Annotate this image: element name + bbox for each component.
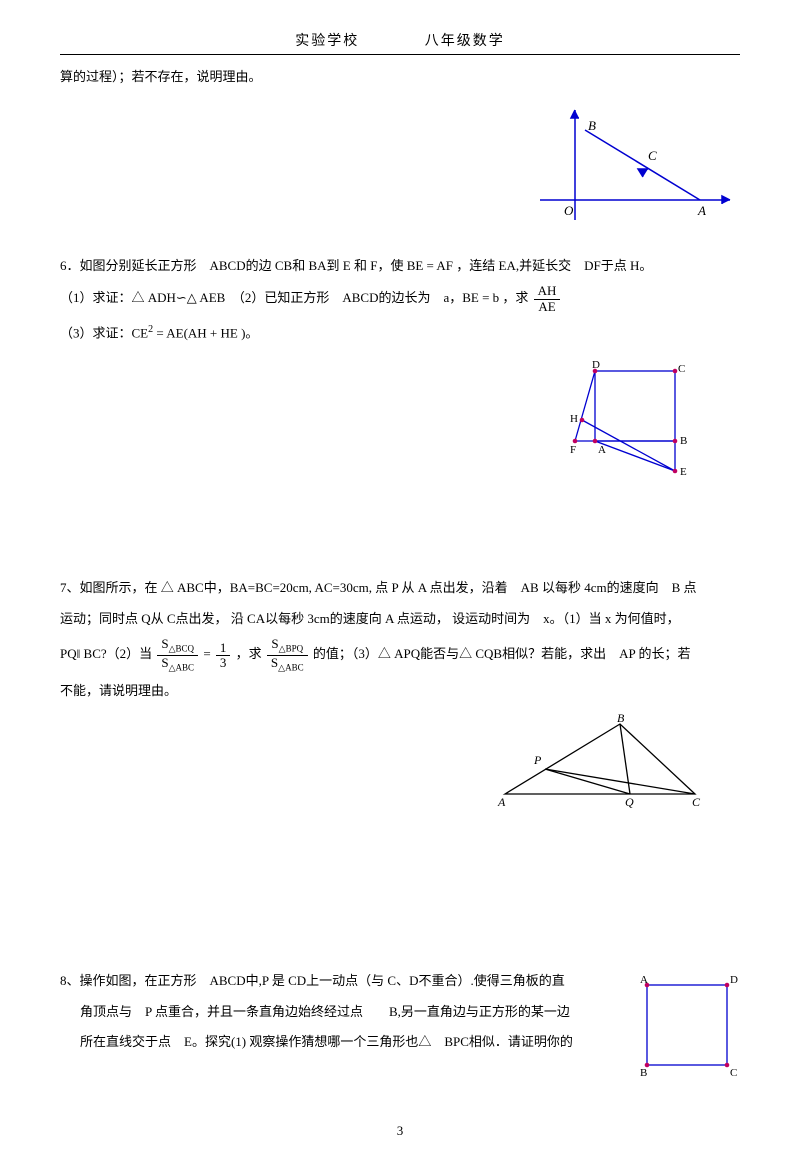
coords-triangle-icon: O A B C [530,100,740,230]
svg-text:Q: Q [625,795,634,809]
svg-text:C: C [692,795,701,809]
page-number: 3 [60,1123,740,1139]
problem-7: 7、如图所示，在 △ ABC中，BA=BC=20cm, AC=30cm, 点 P… [60,576,740,819]
school-name: 实验学校 [295,34,359,49]
svg-text:B: B [640,1067,647,1079]
svg-text:A: A [697,203,706,218]
p7-stem-a: 7、如图所示，在 △ ABC中，BA=BC=20cm, AC=30cm, 点 P… [60,576,740,601]
svg-text:A: A [640,974,648,986]
p7-part2d: 不能，请说明理由。 [60,679,740,704]
svg-text:D: D [592,359,600,371]
triangle-pq-icon: A B C P Q [490,714,710,809]
frac-sbpq: S△BPQ S△ABC [267,637,308,673]
svg-text:F: F [570,444,576,456]
frac-1-3: 1 3 [216,641,231,671]
figure-6: D C A B F E H [550,356,700,496]
page: 实验学校 八年级数学 算的过程）；若不存在，说明理由。 O A B C 6．如图… [60,0,740,1159]
page-header: 实验学校 八年级数学 [60,30,740,55]
svg-text:C: C [678,363,685,375]
svg-text:B: B [680,435,687,447]
grade-subject: 八年级数学 [425,34,505,49]
figure-5: O A B C [530,100,740,230]
svg-text:P: P [533,753,542,767]
svg-text:B: B [588,118,596,133]
svg-text:D: D [730,974,738,986]
svg-text:C: C [730,1067,737,1079]
svg-text:A: A [598,444,606,456]
figure-7: A B C P Q [490,714,710,809]
square-abcd-icon: A D B C [635,973,740,1103]
frac-sbcq: S△BCQ S△ABC [157,637,198,673]
svg-text:C: C [648,148,657,163]
problem-8: A D B C 8、操作如图，在正方形 ABCD中,P 是 CD上一动点（与 C… [60,969,740,1113]
svg-text:O: O [564,203,574,218]
p6-part3: （3）求证：CE2 = AE(AH + HE )。 [60,320,740,346]
p6-part1: （1）求证：△ ADH∽△ AEB （2）已知正方形 ABCD的边长为 a，BE… [60,284,740,314]
p6-stem: 6．如图分别延长正方形 ABCD的边 CB和 BA到 E 和 F，使 BE = … [60,254,740,279]
svg-text:A: A [497,795,506,809]
p5-tail: 算的过程）；若不存在，说明理由。 [60,65,740,90]
svg-text:E: E [680,466,687,478]
figure-8: A D B C [635,973,740,1103]
svg-text:H: H [570,413,578,425]
svg-text:B: B [617,714,625,725]
fraction-ah-ae: AH AE [534,284,561,314]
p7-stem-b: 运动；同时点 Q从 C点出发， 沿 CA以每秒 3cm的速度向 A 点运动， 设… [60,607,740,632]
square-extension-icon: D C A B F E H [550,356,700,496]
p7-part2: PQ‖ BC?（2）当 S△BCQ S△ABC = 1 3 ，求 S△BPQ S… [60,637,740,673]
problem-6: 6．如图分别延长正方形 ABCD的边 CB和 BA到 E 和 F，使 BE = … [60,254,740,506]
